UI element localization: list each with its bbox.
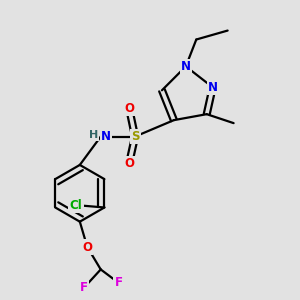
Text: O: O <box>124 157 134 170</box>
Text: F: F <box>80 281 88 294</box>
Text: N: N <box>101 130 111 143</box>
Text: H: H <box>88 130 98 140</box>
Text: N: N <box>208 81 218 94</box>
Text: Cl: Cl <box>70 199 83 212</box>
Text: S: S <box>131 130 139 143</box>
Text: N: N <box>181 60 191 73</box>
Text: O: O <box>124 102 134 115</box>
Text: O: O <box>82 241 92 254</box>
Text: F: F <box>115 276 123 290</box>
